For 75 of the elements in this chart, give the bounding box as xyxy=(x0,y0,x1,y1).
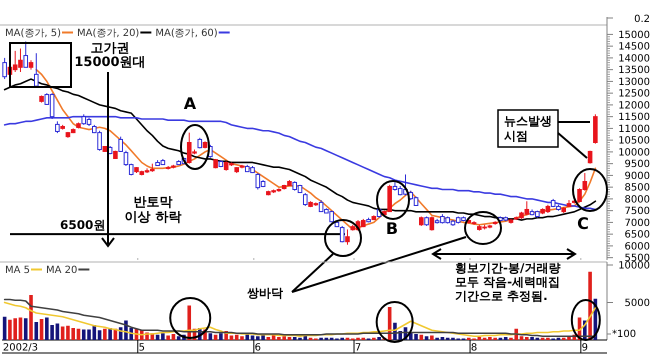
y-tick-label: 10000 xyxy=(618,147,650,158)
annotation: 쌍바닥 xyxy=(247,286,283,300)
bar xyxy=(8,320,12,340)
y-axis-title: 0.2 xyxy=(634,14,650,25)
bar xyxy=(420,334,424,340)
y-tick-label: 14500 xyxy=(618,42,650,53)
bar xyxy=(219,333,223,340)
y-tick-label: 11000 xyxy=(618,124,650,135)
y-tick-label: 14000 xyxy=(618,53,650,64)
x-tick-label: 2002/3 xyxy=(2,342,38,354)
x-tick-label: 8 xyxy=(470,342,478,354)
annotation: 고가권 15000원대 xyxy=(74,41,146,70)
y-tick-label: 15000 xyxy=(618,30,650,41)
y-tick-label: 13500 xyxy=(618,65,650,76)
y-tick-label: 12500 xyxy=(618,88,650,100)
candlestick xyxy=(588,150,592,164)
y-tick-label: 10500 xyxy=(618,136,650,147)
legend-label: MA(종가, 60) xyxy=(155,28,218,39)
bar xyxy=(2,316,6,340)
candlestick xyxy=(55,120,60,134)
annotation: 뉴스발생 시점 xyxy=(504,114,552,143)
ref-line-label: 6500원 xyxy=(60,218,106,232)
bar xyxy=(34,322,38,340)
candlestick xyxy=(430,216,434,232)
y-tick-label: 7000 xyxy=(624,218,650,229)
y-tick-label: 9500 xyxy=(624,159,650,170)
legend-label: MA 5 xyxy=(5,265,30,276)
y-tick-label: 9000 xyxy=(624,170,650,182)
y-tick-label: 8000 xyxy=(624,194,650,206)
bar xyxy=(208,333,212,340)
bar xyxy=(504,337,508,340)
candlestick xyxy=(28,60,34,70)
bar xyxy=(24,318,28,340)
candlestick xyxy=(302,192,308,206)
y-tick-label: 7500 xyxy=(624,206,650,218)
candlestick xyxy=(34,52,39,87)
bar xyxy=(40,319,44,340)
candlestick xyxy=(23,40,28,68)
annotation: 반토막 이상 하락 xyxy=(124,195,182,225)
legend-label: MA 20 xyxy=(46,265,78,276)
legend-label: MA(종가, 20) xyxy=(76,28,140,39)
bar xyxy=(98,330,102,340)
bar xyxy=(424,336,428,340)
bar xyxy=(103,328,107,340)
annotation: C xyxy=(577,214,589,233)
line-series xyxy=(4,116,596,210)
legend-label: MA(종가, 5) xyxy=(5,28,62,39)
y-tick-label: 6500 xyxy=(624,230,650,241)
y-tick-label: 12000 xyxy=(618,100,650,112)
annotation: A xyxy=(184,94,197,113)
x-tick-label: 5 xyxy=(138,342,145,354)
y-tick-label: 6000 xyxy=(624,241,650,252)
x-tick-label: 7 xyxy=(354,342,362,354)
bar xyxy=(214,334,218,340)
candlestick xyxy=(419,216,424,226)
x-tick-label: 6 xyxy=(254,342,261,354)
candlestick xyxy=(340,225,344,243)
y-tick-label: 11500 xyxy=(618,112,650,124)
y-tick-label: 13000 xyxy=(618,76,650,88)
bar xyxy=(266,337,270,340)
y-tick-label: 8500 xyxy=(624,182,650,194)
candlestick xyxy=(424,216,429,226)
candlestick xyxy=(2,57,7,80)
bar xyxy=(430,336,434,340)
y-tick-label: 5000 xyxy=(624,298,650,309)
candlestick xyxy=(197,137,202,149)
y-axis-title: *100 xyxy=(612,329,636,340)
bar xyxy=(45,318,49,340)
x-tick-label: 9 xyxy=(582,342,588,354)
bar xyxy=(29,295,33,340)
bar xyxy=(377,337,381,340)
annotation: B xyxy=(386,219,398,238)
candlestick xyxy=(345,228,350,246)
annotation: 횡보기간-봉/거래량 모두 작음-세력매집 기간으로 추정됨. xyxy=(455,261,560,303)
candlestick xyxy=(118,136,123,152)
